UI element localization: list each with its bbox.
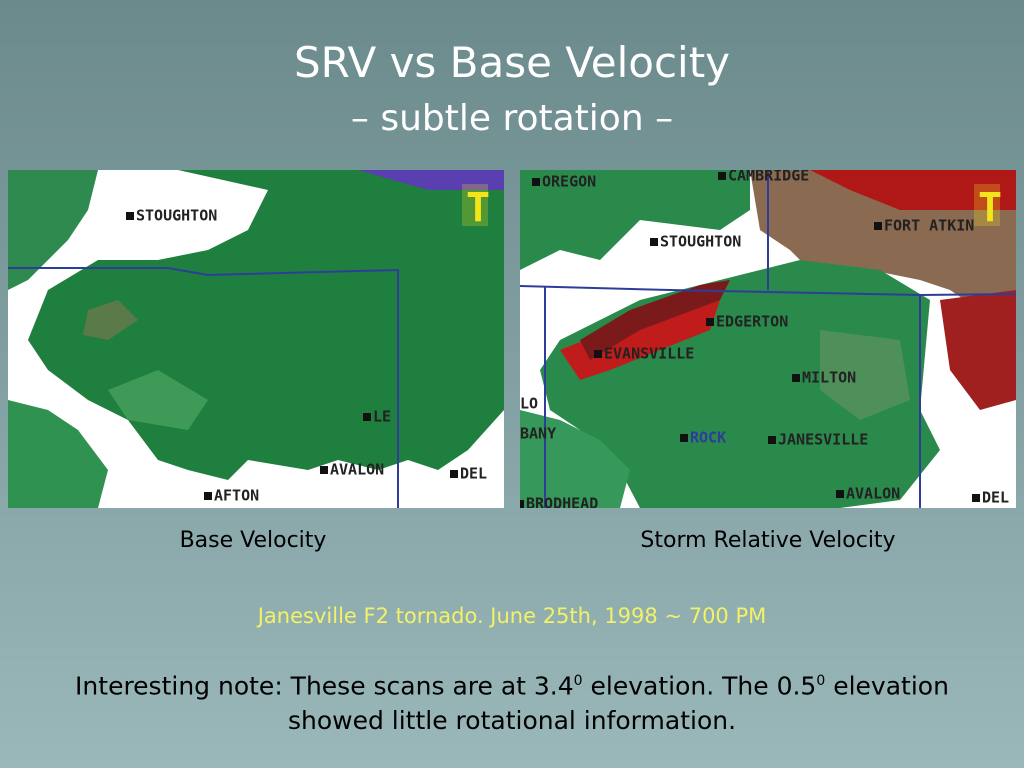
- map-label: JANESVILLE: [778, 431, 868, 449]
- map-label: LE: [373, 408, 391, 426]
- note-text: Interesting note: These scans are at 3.4: [75, 671, 574, 701]
- town-marker: [650, 238, 658, 246]
- town-marker: [126, 212, 134, 220]
- title: SRV vs Base Velocity: [293, 38, 731, 87]
- marker-box: [974, 184, 1000, 226]
- caption: Storm Relative Velocity: [640, 528, 896, 553]
- superscript: 0: [573, 673, 583, 689]
- town-marker: [972, 494, 980, 502]
- marker-box: [462, 184, 488, 226]
- town-marker: [320, 466, 328, 474]
- town-marker: [363, 413, 371, 421]
- tornado-marker: T: [978, 185, 1002, 231]
- town-marker: [520, 500, 524, 508]
- note-text: showed little rotational information.: [287, 706, 737, 736]
- town-marker: [594, 350, 602, 358]
- town-marker: [792, 374, 800, 382]
- map-label: AVALON: [330, 461, 384, 479]
- town-marker: [204, 492, 212, 500]
- town-marker: [706, 318, 714, 326]
- town-marker: [532, 178, 540, 186]
- note-text: elevation: [825, 671, 949, 701]
- map-label: OREGON: [542, 173, 596, 191]
- town-marker: [768, 436, 776, 444]
- map-label: MILTON: [802, 369, 856, 387]
- town-marker: [680, 434, 688, 442]
- subtitle: – subtle rotation –: [350, 98, 674, 139]
- map-label: EDGERTON: [716, 313, 788, 331]
- map-label: DEL: [460, 465, 487, 483]
- map-label: BANY: [520, 425, 556, 443]
- town-marker: [874, 222, 882, 230]
- caption: Base Velocity: [179, 528, 327, 553]
- tornado-marker: T: [466, 185, 490, 231]
- town-marker: [718, 172, 726, 180]
- map-label: EVANSVILLE: [604, 345, 694, 363]
- note-text: elevation. The 0.5: [582, 671, 817, 701]
- map-label: STOUGHTON: [136, 207, 217, 225]
- map-label: FORT ATKIN: [884, 217, 974, 235]
- map-label: LO: [520, 395, 538, 413]
- town-marker: [450, 470, 458, 478]
- map-label: AVALON: [846, 485, 900, 503]
- map-label: ROCK: [690, 429, 726, 447]
- town-marker: [836, 490, 844, 498]
- map-label: STOUGHTON: [660, 233, 741, 251]
- map-label: BRODHEAD: [526, 495, 598, 509]
- map-label: CAMBRIDGE: [728, 170, 809, 185]
- note: Interesting note: These scans are at 3.4…: [0, 664, 1024, 738]
- radar-image: OREGON CAMBRIDGE STOUGHTON FORT ATKIN EDGERT…: [520, 170, 1016, 508]
- event-line: Janesville F2 tornado. June 25th, 1998 ~…: [257, 604, 767, 628]
- radar-image: STOUGHTON AVALON AFTON DEL LE T: [8, 170, 504, 508]
- map-label: DEL: [982, 489, 1009, 507]
- map-label: AFTON: [214, 487, 259, 505]
- superscript: 0: [816, 673, 826, 689]
